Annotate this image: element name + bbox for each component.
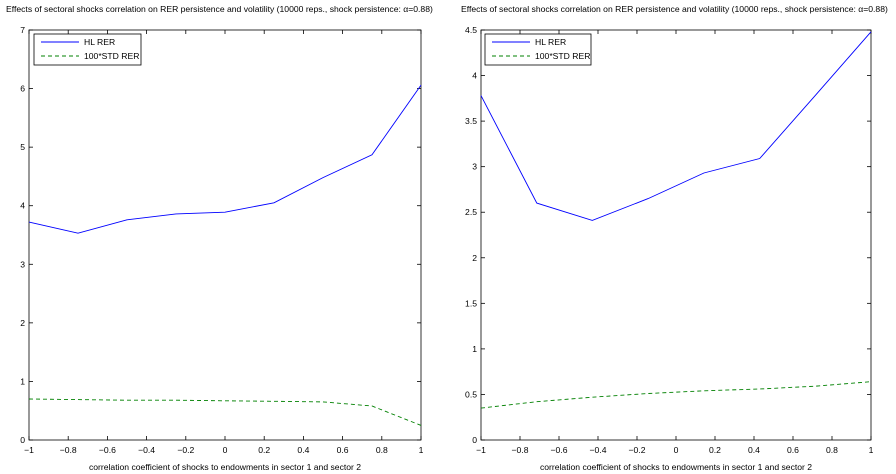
chart-right-y-tick-label-2: 1 bbox=[472, 344, 477, 354]
chart-right-x-tick-label-6: 0.2 bbox=[709, 445, 721, 455]
chart-right-legend: HL RER 100*STD RER bbox=[484, 33, 592, 66]
chart-right-x-tick-label-3: −0.4 bbox=[590, 445, 607, 455]
chart-right-y-tick-label-3: 1.5 bbox=[465, 298, 477, 308]
chart-left-x-tick-label-4: −0.2 bbox=[177, 445, 194, 455]
chart-right-y-tick-label-4: 2 bbox=[472, 253, 477, 263]
chart-left-y-tick-label-6: 6 bbox=[20, 84, 25, 94]
chart-right-legend-std-label: 100*STD RER bbox=[535, 51, 590, 61]
chart-left-y-tick-label-0: 0 bbox=[20, 435, 25, 445]
chart-right-series-std-rer-line bbox=[480, 381, 872, 409]
chart-right-y-tick-label-0: 0 bbox=[472, 435, 477, 445]
chart-right-axes-box bbox=[480, 29, 872, 441]
chart-left-legend-hl-label: HL RER bbox=[84, 37, 115, 47]
chart-right-y-tick-label-9: 4.5 bbox=[465, 25, 477, 35]
chart-left-series bbox=[28, 84, 422, 426]
chart-left-x-tick-label-1: −0.8 bbox=[60, 445, 77, 455]
chart-right-y-tick-label-8: 4 bbox=[472, 71, 477, 81]
chart-right-x-tick-label-4: −0.2 bbox=[629, 445, 646, 455]
chart-left-x-tick-label-0: −1 bbox=[24, 445, 34, 455]
chart-right-legend-box bbox=[484, 33, 592, 66]
chart-right-y-tick-label-6: 3 bbox=[472, 162, 477, 172]
chart-left-x-axis-label: correlation coefficient of shocks to end… bbox=[89, 462, 361, 472]
chart-right-x-ticks: −1 −0.8 −0.6 −0.4 −0.2 0 0.2 0.4 0.6 0.8 1 bbox=[476, 30, 874, 455]
chart-right-x-tick-label-5: 0 bbox=[674, 445, 679, 455]
chart-left-x-tick-label-3: −0.4 bbox=[138, 445, 155, 455]
chart-left-y-tick-label-5: 5 bbox=[20, 142, 25, 152]
chart-left-y-tick-label-7: 7 bbox=[20, 25, 25, 35]
chart-right-title: Effects of sectoral shocks correlation o… bbox=[461, 4, 888, 14]
chart-left-y-tick-label-4: 4 bbox=[20, 201, 25, 211]
chart-left-y-tick-label-2: 2 bbox=[20, 318, 25, 328]
chart-left-x-tick-label-10: 1 bbox=[419, 445, 424, 455]
chart-left-series-std-rer-line bbox=[28, 398, 422, 426]
chart-left-x-tick-label-7: 0.4 bbox=[297, 445, 309, 455]
chart-right: Effects of sectoral shocks correlation o… bbox=[461, 4, 888, 472]
chart-left-x-tick-label-5: 0 bbox=[223, 445, 228, 455]
chart-left-axes-box bbox=[28, 29, 422, 441]
chart-left-title: Effects of sectoral shocks correlation o… bbox=[6, 4, 433, 14]
chart-left-x-tick-label-2: −0.6 bbox=[99, 445, 116, 455]
chart-right-x-tick-label-2: −0.6 bbox=[551, 445, 568, 455]
chart-right-x-tick-label-9: 0.8 bbox=[826, 445, 838, 455]
chart-right-x-tick-label-8: 0.6 bbox=[787, 445, 799, 455]
chart-right-x-tick-label-0: −1 bbox=[476, 445, 486, 455]
chart-right-y-tick-label-7: 3.5 bbox=[465, 116, 477, 126]
chart-right-y-tick-label-1: 0.5 bbox=[465, 389, 477, 399]
chart-right-x-tick-label-1: −0.8 bbox=[512, 445, 529, 455]
chart-right-y-tick-label-5: 2.5 bbox=[465, 207, 477, 217]
chart-left-x-tick-label-6: 0.2 bbox=[258, 445, 270, 455]
chart-left-legend-box bbox=[33, 33, 142, 66]
chart-right-x-tick-label-7: 0.4 bbox=[748, 445, 760, 455]
chart-right-series-hl-rer-line bbox=[480, 31, 872, 221]
chart-left-x-ticks: −1 −0.8 −0.6 −0.4 −0.2 0 0.2 0.4 0.6 0.8 1 bbox=[24, 30, 424, 455]
chart-left-series-hl-rer-line bbox=[28, 84, 422, 234]
chart-left: Effects of sectoral shocks correlation o… bbox=[6, 4, 433, 472]
chart-right-legend-hl-label: HL RER bbox=[535, 37, 566, 47]
chart-left-y-tick-label-1: 1 bbox=[20, 376, 25, 386]
chart-right-y-ticks: 0 0.5 1 1.5 2 2.5 3 3.5 4 4.5 bbox=[465, 25, 871, 445]
chart-left-y-tick-label-3: 3 bbox=[20, 259, 25, 269]
chart-left-x-tick-label-8: 0.6 bbox=[337, 445, 349, 455]
chart-right-x-axis-label: correlation coefficient of shocks to end… bbox=[540, 462, 812, 472]
chart-left-legend: HL RER 100*STD RER bbox=[33, 33, 142, 66]
chart-right-x-tick-label-10: 1 bbox=[869, 445, 874, 455]
chart-right-series bbox=[480, 31, 872, 409]
chart-left-y-ticks: 0 1 2 3 4 5 6 7 bbox=[20, 25, 421, 445]
chart-left-x-tick-label-9: 0.8 bbox=[376, 445, 388, 455]
chart-left-legend-std-label: 100*STD RER bbox=[84, 51, 139, 61]
